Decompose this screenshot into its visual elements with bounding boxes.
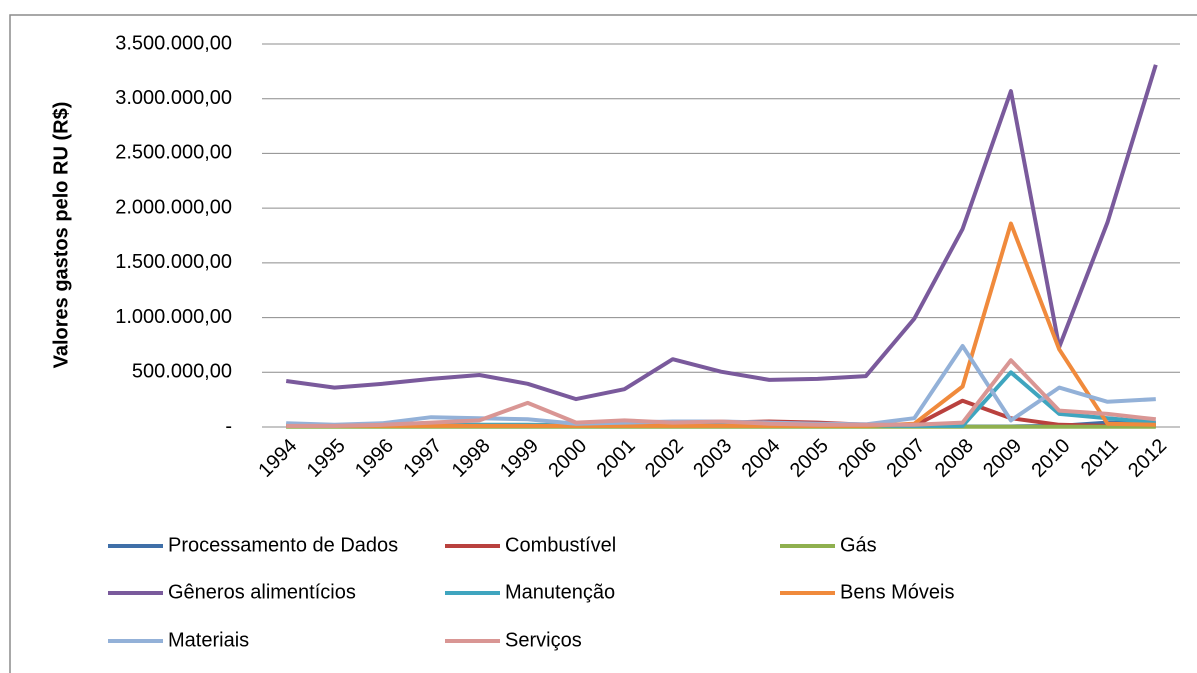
series-line [286, 221, 1156, 428]
x-tick-label: 2009 [979, 435, 1026, 482]
y-tick-label: 2.500.000,00 [115, 142, 232, 164]
x-tick-label: 1996 [351, 435, 398, 482]
x-tick-label: 2007 [883, 435, 930, 482]
x-tick-label: 2006 [834, 435, 881, 482]
legend-label: Bens Móveis [840, 581, 955, 603]
x-tick-label: 1999 [496, 435, 543, 482]
x-tick-label: 1994 [254, 435, 301, 482]
series-line [286, 358, 1157, 428]
legend-label: Manutenção [505, 581, 615, 603]
x-tick-label: 1995 [303, 435, 350, 482]
legend-label: Serviços [505, 629, 582, 651]
x-tick-label: 2001 [593, 435, 640, 482]
y-tick-label: 3.000.000,00 [115, 87, 232, 109]
x-tick-label: 2004 [738, 435, 785, 482]
y-tick-label: 1.500.000,00 [115, 251, 232, 273]
x-tick-label: 2002 [641, 435, 688, 482]
legend-label: Gêneros alimentícios [168, 581, 356, 603]
x-tick-label: 2000 [544, 435, 591, 482]
legend-label: Materiais [168, 629, 249, 651]
x-tick-label: 1998 [448, 435, 495, 482]
y-tick-label: 500.000,00 [132, 361, 232, 383]
x-tick-label: 2008 [931, 435, 978, 482]
x-tick-label: 2010 [1027, 435, 1074, 482]
y-axis-title: Valores gastos pelo RU (R$) [50, 102, 72, 369]
y-tick-label: - [225, 415, 232, 437]
x-tick-label: 2012 [1124, 435, 1171, 482]
x-tick-label: 2011 [1077, 435, 1123, 481]
legend-label: Processamento de Dados [168, 534, 398, 556]
x-tick-label: 2005 [786, 435, 833, 482]
legend-label: Gás [840, 534, 877, 556]
x-tick-label: 2003 [689, 435, 736, 482]
legend-label: Combustível [505, 534, 616, 556]
y-tick-label: 1.000.000,00 [115, 306, 232, 328]
y-tick-label: 2.000.000,00 [115, 196, 232, 218]
x-tick-label: 1997 [399, 435, 446, 482]
y-tick-label: 3.500.000,00 [115, 32, 232, 54]
series-line [285, 64, 1158, 402]
chart-frame [9, 14, 1197, 673]
